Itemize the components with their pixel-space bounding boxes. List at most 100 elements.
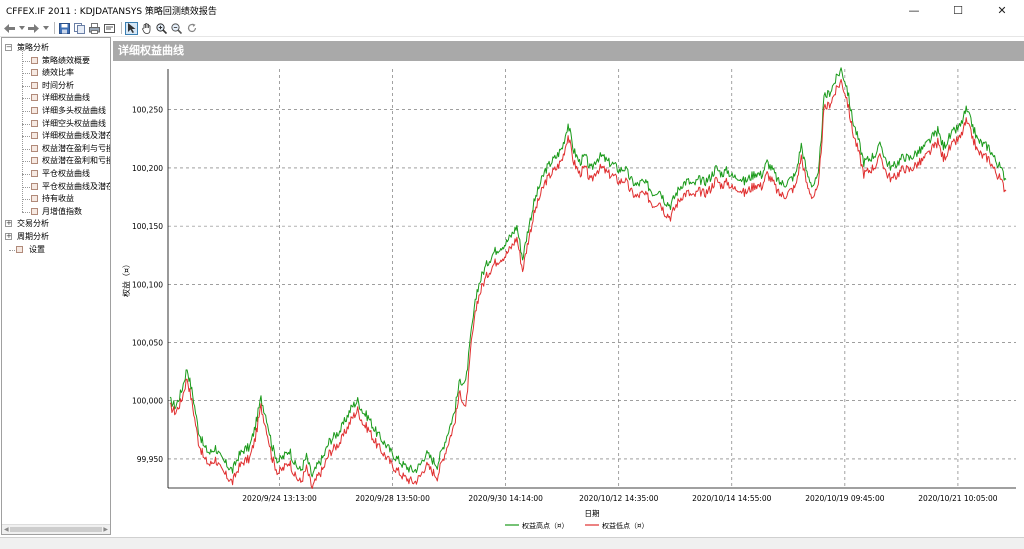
tree-item-label: 详细多头权益曲线: [42, 106, 106, 115]
tree-item-label: 平仓权益曲线及潜在: [42, 181, 111, 191]
legend-label-1: 权益低点（¤）: [602, 521, 648, 530]
tree-group-label: 周期分析: [17, 232, 49, 241]
print-preview-icon[interactable]: [103, 22, 116, 35]
tree-item-label: 月增值指数: [42, 206, 82, 216]
tree-connector: [22, 85, 30, 87]
tree-item[interactable]: 权益潜在盈利与亏损: [2, 143, 110, 155]
x-tick-label: 2020/10/14 14:55:00: [692, 494, 772, 503]
report-node-icon: [31, 157, 38, 165]
tree-connector: [22, 98, 30, 100]
tree-item[interactable]: 策略绩效概要: [2, 55, 110, 67]
tree-connector: [22, 60, 30, 62]
y-tick-label: 100,250: [132, 106, 163, 115]
chart-labels: 99,950 100,000 100,050 100,100 100,150 100,20…: [121, 106, 998, 518]
y-tick-label: 100,150: [132, 222, 163, 231]
y-tick-label: 100,100: [132, 280, 163, 289]
tree-connector-vertical: [22, 50, 23, 213]
y-tick-label: 100,200: [132, 164, 163, 173]
tree-group-1[interactable]: + 交易分析: [2, 218, 110, 230]
maximize-button[interactable]: ☐: [953, 3, 963, 17]
title-bar: CFFEX.IF 2011 : KDJDATANSYS 策略回测绩效报告 — ☐…: [0, 0, 1024, 20]
chart-legend: 权益高点（¤） 权益低点（¤）: [505, 521, 648, 530]
tree-connector: [22, 174, 30, 175]
tree-connector: [22, 161, 30, 163]
settings-icon: [16, 245, 23, 253]
close-button[interactable]: ✕: [997, 3, 1007, 17]
report-node-icon: [31, 81, 38, 89]
tree-item-settings[interactable]: 设置: [2, 244, 110, 256]
collapse-icon[interactable]: −: [5, 43, 12, 51]
series-line-1: [169, 79, 1007, 489]
tree-item[interactable]: 详细空头权益曲线: [2, 118, 110, 130]
toolbar-separator: [121, 22, 122, 34]
navigation-tree: − 策略分析 策略绩效概要 绩效比率 时间分析 详细权益曲线 详细多头权益曲线 详细空头权益曲…: [1, 37, 111, 535]
report-node-icon: [31, 94, 38, 102]
tree-item-label: 详细权益曲线及潜在: [42, 131, 111, 141]
minimize-button[interactable]: —: [908, 3, 920, 17]
tree-item[interactable]: 平仓权益曲线及潜在: [2, 181, 110, 193]
report-node-icon: [31, 195, 38, 203]
tree-connector: [22, 148, 30, 150]
print-icon[interactable]: [88, 22, 101, 35]
x-tick-label: 2020/9/24 13:13:00: [242, 494, 317, 503]
x-tick-label: 2020/10/19 09:45:00: [805, 494, 885, 503]
back-dropdown-icon[interactable]: [18, 22, 25, 35]
x-tick-label: 2020/9/28 13:50:00: [355, 494, 430, 503]
chart-series: [169, 67, 1007, 489]
x-axis-title: 日期: [585, 509, 600, 518]
tree-item-label: 权益潜在盈利和亏损: [42, 156, 111, 166]
legend-label-0: 权益高点（¤）: [522, 521, 568, 530]
tree-item[interactable]: 详细权益曲线: [2, 92, 110, 104]
scroll-left-icon[interactable]: ◀: [4, 526, 9, 533]
report-node-icon: [31, 69, 38, 77]
tree-item-label: 时间分析: [42, 80, 74, 90]
tree-item[interactable]: 时间分析: [2, 80, 110, 92]
tree-item[interactable]: 详细多头权益曲线: [2, 105, 110, 117]
copy-icon[interactable]: [73, 22, 86, 35]
tree-horizontal-scrollbar[interactable]: ◀ ▶: [2, 524, 110, 534]
tree-connector: [22, 199, 30, 201]
chart-grid: [168, 69, 1016, 488]
tree-group-2[interactable]: + 周期分析: [2, 231, 110, 243]
refresh-icon[interactable]: [185, 22, 198, 35]
report-node-icon: [31, 132, 38, 140]
forward-dropdown-icon[interactable]: [42, 22, 49, 35]
tree-item[interactable]: 权益潜在盈利和亏损: [2, 155, 110, 167]
tree-item-label: 平仓权益曲线: [42, 169, 90, 178]
tree-item[interactable]: 绩效比率: [2, 67, 110, 79]
scrollbar-thumb[interactable]: [10, 527, 102, 532]
save-icon[interactable]: [58, 22, 71, 35]
tree-item[interactable]: 月增值指数: [2, 206, 110, 218]
tree-item-label: 权益潜在盈利与亏损: [42, 143, 111, 153]
x-tick-label: 2020/10/21 10:05:00: [918, 494, 998, 503]
report-node-icon: [31, 56, 38, 64]
tree-item[interactable]: 详细权益曲线及潜在: [2, 130, 110, 142]
tree-item[interactable]: 平仓权益曲线: [2, 168, 110, 180]
zoom-in-icon[interactable]: [155, 22, 168, 35]
report-node-icon: [31, 107, 38, 114]
tree-connector: [22, 73, 30, 75]
tree-group-0[interactable]: − 策略分析: [2, 42, 110, 54]
chart-axes: [167, 69, 1016, 489]
tree-connector: [9, 249, 15, 251]
equity-chart[interactable]: 99,950 100,000 100,050 100,100 100,150 100,20…: [113, 61, 1024, 535]
y-axis-title: 权益（¤）: [121, 260, 131, 297]
pointer-icon[interactable]: [125, 21, 138, 35]
expand-icon[interactable]: +: [5, 219, 12, 228]
tree-item-label: 设置: [29, 244, 45, 254]
scroll-right-icon[interactable]: ▶: [103, 526, 108, 533]
tree-group-label: 策略分析: [17, 43, 49, 52]
zoom-out-icon[interactable]: [170, 22, 183, 35]
y-tick-label: 100,000: [132, 397, 163, 406]
tree-connector: [22, 186, 30, 188]
expand-icon[interactable]: +: [5, 232, 12, 240]
report-node-icon: [31, 170, 38, 177]
toolbar-separator: [54, 22, 55, 34]
pan-hand-icon[interactable]: [140, 22, 153, 35]
tree-connector: [22, 123, 30, 125]
tree-item-label: 策略绩效概要: [42, 55, 90, 65]
tree-item[interactable]: 持有收益: [2, 193, 110, 205]
forward-icon[interactable]: [27, 22, 40, 35]
panel-title: 详细权益曲线: [113, 41, 1024, 61]
back-icon[interactable]: [3, 22, 16, 35]
